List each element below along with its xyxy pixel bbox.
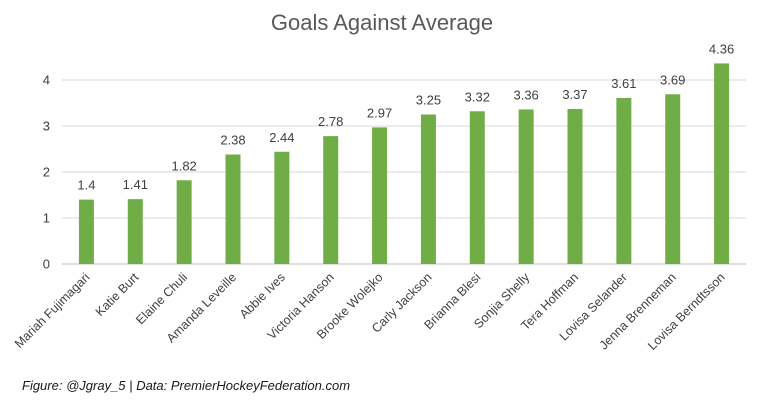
data-label: 3.32 [465,89,490,104]
data-label: 1.41 [123,177,148,192]
bar [518,109,534,264]
caption-source: PremierHockeyFederation.com [170,378,351,393]
data-label: 2.38 [220,133,245,148]
data-label: 3.69 [660,72,685,87]
chart-title: Goals Against Average [271,10,493,35]
data-label: 3.36 [513,87,538,102]
data-label: 4.36 [709,41,734,56]
caption-figure-prefix: Figure: [22,378,63,393]
bar [420,114,436,264]
bar [665,94,681,264]
bar [372,127,388,264]
caption-author: @Jgray_5 [66,378,126,393]
bar [616,97,632,264]
data-label: 2.97 [367,105,392,120]
data-labels: 1.4 1.41 1.82 2.38 2.44 2.78 2.97 3.25 3.32 3.36 3… [77,41,734,192]
bar [323,136,339,264]
caption-data-prefix: Data: [136,378,168,393]
x-tick-label: Mariah Fujimagari [12,270,93,351]
data-label: 1.82 [171,158,196,173]
y-tick-label: 3 [43,119,50,134]
bar [567,108,583,264]
data-label: 1.4 [77,178,95,193]
caption-separator: | [129,378,133,393]
bar [225,154,241,264]
figure-caption: Figure: @Jgray_5 | Data: PremierHockeyFe… [22,378,350,393]
bar [127,199,143,264]
bar [176,180,192,264]
x-tick-label: Katie Burt [93,270,142,319]
data-label: 3.25 [416,93,441,108]
y-tick-label: 0 [43,257,50,272]
data-label: 3.61 [611,76,636,91]
x-tick-label: Abbie Ives [237,270,288,321]
bar [469,111,485,264]
gridlines [62,79,746,265]
data-label: 2.78 [318,114,343,129]
y-axis-ticks: 0 1 2 3 4 [43,73,50,272]
bar [274,151,290,264]
y-tick-label: 1 [43,211,50,226]
bar [78,199,94,264]
y-tick-label: 4 [43,73,50,88]
data-label: 2.44 [269,130,294,145]
bars [78,63,730,264]
data-label: 3.37 [562,87,587,102]
bar [714,63,730,264]
y-tick-label: 2 [43,165,50,180]
